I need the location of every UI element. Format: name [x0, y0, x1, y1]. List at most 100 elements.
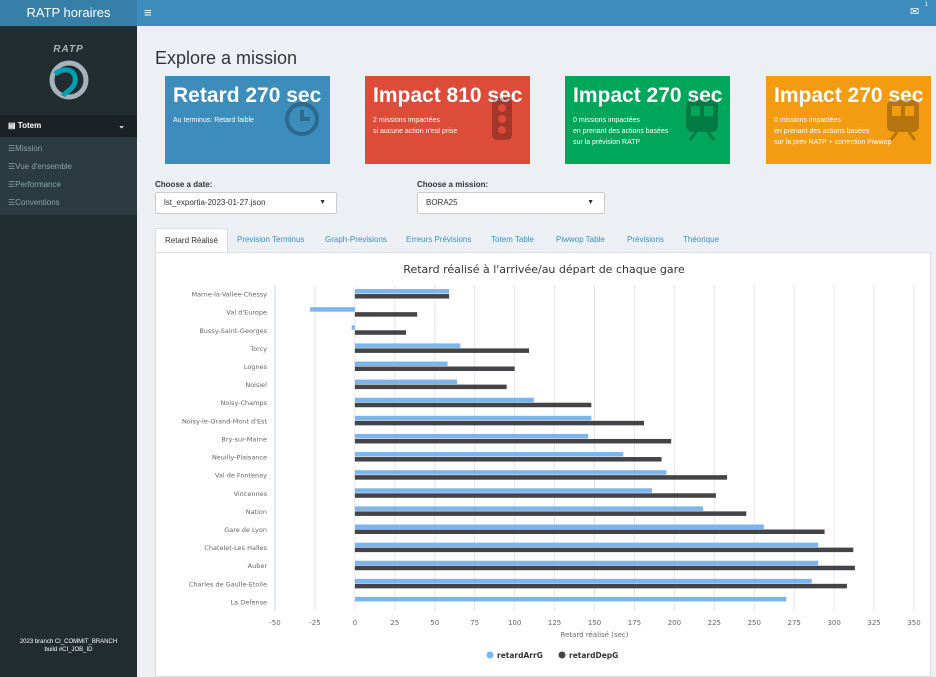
bar-retardArrG [354, 524, 764, 529]
tab-theorique[interactable]: Théorique [683, 235, 720, 244]
y-tick-label: Nation [246, 508, 267, 516]
caret-down-icon: ▼ [587, 199, 594, 206]
y-tick-label: Noisy-Champs [220, 399, 267, 407]
value-box-value: Retard 270 sec [173, 84, 322, 107]
bar-retardDepG [354, 457, 662, 462]
bar-retardDepG [354, 384, 507, 390]
list-icon: ☰ [8, 162, 16, 171]
sidebar-item-conventions[interactable]: ☰Conventions [0, 194, 137, 212]
date-label: Choose a date: [155, 180, 213, 189]
bar-retardDepG [354, 402, 592, 408]
bar-retardDepG [354, 420, 645, 426]
bar-retardArrG [354, 488, 653, 493]
chart-panel: Retard réalisé à l'arrivée/au départ de … [155, 252, 931, 677]
date-select-value: lst_exportia-2023-01-27.json [164, 198, 266, 207]
x-tick-label: 100 [508, 619, 521, 627]
legend-label-retardArrG: retardArrG [497, 651, 543, 660]
y-tick-label: Noisy-le-Grand-Mont d'Est [182, 417, 268, 425]
top-navbar: RATP horaires ≡ ✉ 1 [0, 0, 936, 26]
y-tick-label: Val d'Europe [226, 309, 267, 317]
tab-graph-previsions[interactable]: Graph-Previsions [325, 235, 387, 244]
bar-retardArrG [354, 560, 819, 566]
y-tick-label: Charles de Gaulle-Etoile [189, 580, 267, 588]
ratp-logo-text: RATP [53, 44, 84, 55]
y-tick-label: Chatelet-Les Halles [204, 544, 267, 552]
y-tick-label: Vincennes [234, 490, 268, 498]
sidebar: RATP ▤ Totem ⌄ ☰Mission ☰Vue d'ensemble … [0, 26, 137, 677]
sidebar-item-label: Conventions [15, 198, 60, 207]
page-title: Explore a mission [155, 48, 298, 68]
hamburger-icon[interactable]: ≡ [144, 5, 152, 20]
y-tick-label: La Defense [231, 598, 267, 606]
x-tick-label: 325 [867, 619, 880, 627]
tab-erreurs-previsions[interactable]: Erreurs Prévisions [406, 235, 472, 244]
mission-select[interactable]: BORA25 ▼ [417, 192, 605, 214]
desc-line: en prenant des actions basées [774, 128, 870, 135]
tab-piwwop-table[interactable]: Piwwop Table [556, 235, 605, 244]
envelope-icon[interactable]: ✉ [910, 6, 920, 18]
bar-retardArrG [351, 325, 355, 330]
x-tick-label: 200 [668, 619, 681, 627]
bar-retardArrG [354, 578, 812, 584]
bar-retardArrG [354, 361, 448, 366]
y-tick-label: Noisiel [245, 381, 267, 389]
x-tick-label: -50 [269, 619, 280, 627]
tab-totem-table[interactable]: Totem Table [491, 235, 534, 244]
value-box-desc: Au terminus: Retard faible [173, 115, 254, 126]
x-tick-label: 125 [548, 619, 561, 627]
value-box-retard: Retard 270 sec Au terminus: Retard faibl… [165, 76, 330, 164]
list-icon: ☰ [8, 198, 16, 207]
date-select[interactable]: lst_exportia-2023-01-27.json ▼ [155, 192, 337, 214]
value-box-impact-piwwop: Impact 270 sec 0 missions impactées en p… [766, 76, 931, 164]
bar-retardDepG [354, 565, 855, 571]
tab-retard-realise[interactable]: Retard Réalisé [155, 228, 228, 252]
bar-retardDepG [354, 366, 515, 371]
sidebar-item-label: Performance [15, 180, 61, 189]
sidebar-item-performance[interactable]: ☰Performance [0, 176, 137, 194]
sidebar-section-label: Totem [17, 121, 42, 130]
y-tick-label: Neuilly-Plaisance [212, 454, 267, 462]
legend-marker-retardDepG [558, 651, 566, 659]
value-box-desc: 0 missions impactées en prenant des acti… [774, 115, 891, 148]
value-box-impact-none: Impact 810 sec 2 missions impactées si a… [365, 76, 530, 164]
sidebar-item-mission[interactable]: ☰Mission [0, 140, 137, 158]
tab-previsions[interactable]: Prévisions [627, 235, 664, 244]
chevron-down-icon: ⌄ [118, 121, 125, 130]
train-icon [686, 100, 718, 141]
tab-prevision-terminus[interactable]: Prevision Terminus [237, 235, 305, 244]
sidebar-submenu: ☰Mission ☰Vue d'ensemble ☰Performance ☰C… [0, 137, 137, 215]
x-tick-label: 25 [390, 619, 399, 627]
notification-count: 1 [924, 2, 928, 8]
x-tick-label: -25 [309, 619, 320, 627]
x-tick-label: 300 [827, 619, 840, 627]
bar-retardArrG [354, 343, 461, 348]
desc-line: si aucune action n'est prise [373, 128, 458, 135]
x-tick-label: 175 [628, 619, 641, 627]
desc-line: sur la prev RATP + correction Piwwop [774, 139, 892, 146]
legend-label-retardDepG: retardDepG [569, 651, 618, 660]
y-tick-label: Lognes [244, 363, 268, 371]
bar-retardDepG [354, 330, 406, 335]
brand-title[interactable]: RATP horaires [0, 0, 137, 26]
chart-title: Retard réalisé à l'arrivée/au départ de … [403, 263, 685, 276]
sidebar-item-vue-ensemble[interactable]: ☰Vue d'ensemble [0, 158, 137, 176]
x-tick-label: 75 [470, 619, 479, 627]
y-tick-label: Torcy [249, 345, 267, 353]
clock-icon [285, 102, 319, 136]
footer-build: build #CI_JOB_ID [44, 647, 93, 653]
bar-retardArrG [354, 596, 787, 602]
desc-line: 0 missions impactées [573, 117, 640, 124]
desc-line: 2 missions impactées [373, 117, 440, 124]
sidebar-section-totem[interactable]: ▤ Totem ⌄ [0, 115, 137, 137]
y-tick-label: Marne-la-Vallee-Chessy [191, 291, 267, 299]
value-box-desc: 0 missions impactées en prenant des acti… [573, 115, 668, 148]
desc-line: sur la prévision RATP [573, 139, 641, 146]
bar-retardArrG [354, 289, 450, 294]
bar-retardDepG [354, 475, 728, 480]
bar-retardDepG [354, 438, 672, 444]
ratp-logo-icon [49, 60, 89, 100]
train-icon [887, 100, 919, 141]
bar-retardDepG [354, 583, 847, 589]
value-box-value: Impact 270 sec [774, 84, 924, 107]
x-tick-label: 0 [353, 619, 357, 627]
